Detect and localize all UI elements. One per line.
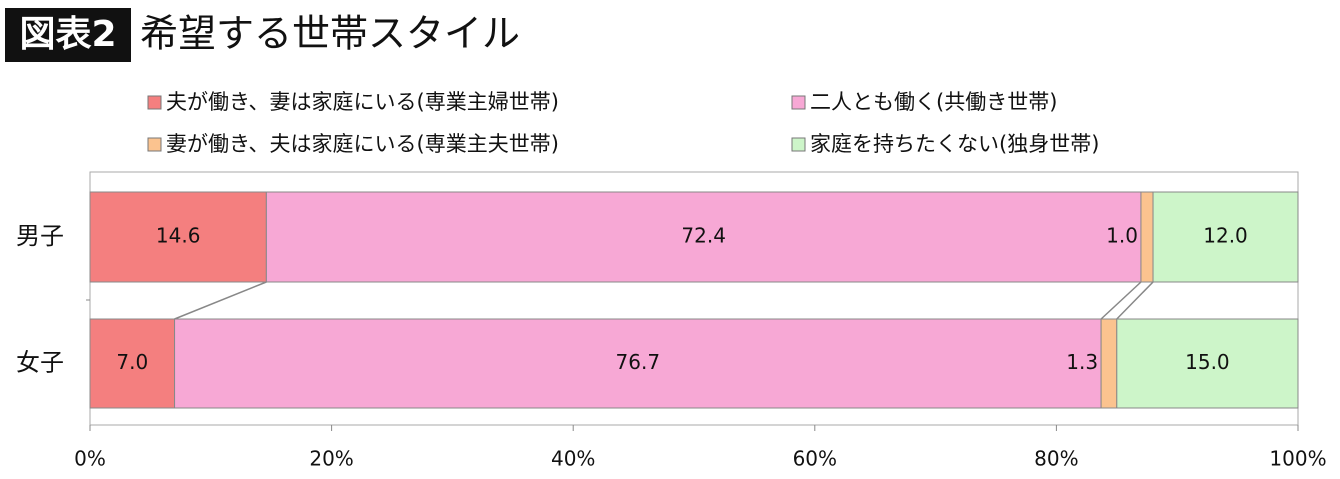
bar-segment [1152, 191, 1299, 283]
plot-frame [89, 171, 1299, 426]
x-tick-label: 20% [309, 447, 353, 471]
bar-segment [1116, 318, 1299, 409]
legend-swatch [147, 137, 162, 152]
data-label: 72.4 [681, 224, 726, 248]
x-tick-label: 60% [793, 447, 837, 471]
legend-label: 家庭を持ちたくない(独身世帯) [810, 132, 1099, 156]
legend-label: 二人とも働く(共働き世帯) [810, 90, 1057, 114]
bar-segment [174, 318, 1102, 409]
x-tick-label: 80% [1034, 447, 1078, 471]
bar-segment [265, 191, 1142, 283]
bar-segment [1140, 191, 1154, 283]
data-label: 76.7 [616, 350, 661, 374]
connector [174, 281, 267, 320]
y-tick-label: 男子 [16, 222, 64, 250]
legend-swatch [791, 95, 806, 110]
connector [1116, 281, 1154, 320]
data-label: 14.6 [156, 224, 201, 248]
bar-segment [89, 191, 267, 283]
connector [1100, 281, 1142, 320]
data-label: 7.0 [116, 350, 148, 374]
data-label: 1.3 [1066, 350, 1098, 374]
x-tick-label: 0% [74, 447, 106, 471]
legend-label: 夫が働き、妻は家庭にいる(専業主婦世帯) [166, 90, 559, 114]
x-tick-label: 40% [551, 447, 595, 471]
legend-label: 妻が働き、夫は家庭にいる(専業主夫世帯) [166, 132, 559, 156]
legend-swatch [791, 137, 806, 152]
chart-label: 図表2 [19, 14, 116, 55]
legend-swatch [147, 95, 162, 110]
x-tick-label: 100% [1269, 447, 1326, 471]
data-label: 12.0 [1203, 224, 1248, 248]
bar-segment [1100, 318, 1118, 409]
data-label: 1.0 [1106, 224, 1138, 248]
data-label: 15.0 [1185, 350, 1230, 374]
chart-title: 希望する世帯スタイル [140, 12, 520, 56]
y-tick-label: 女子 [16, 349, 64, 377]
label-box [5, 8, 131, 62]
bar-segment [89, 318, 176, 409]
